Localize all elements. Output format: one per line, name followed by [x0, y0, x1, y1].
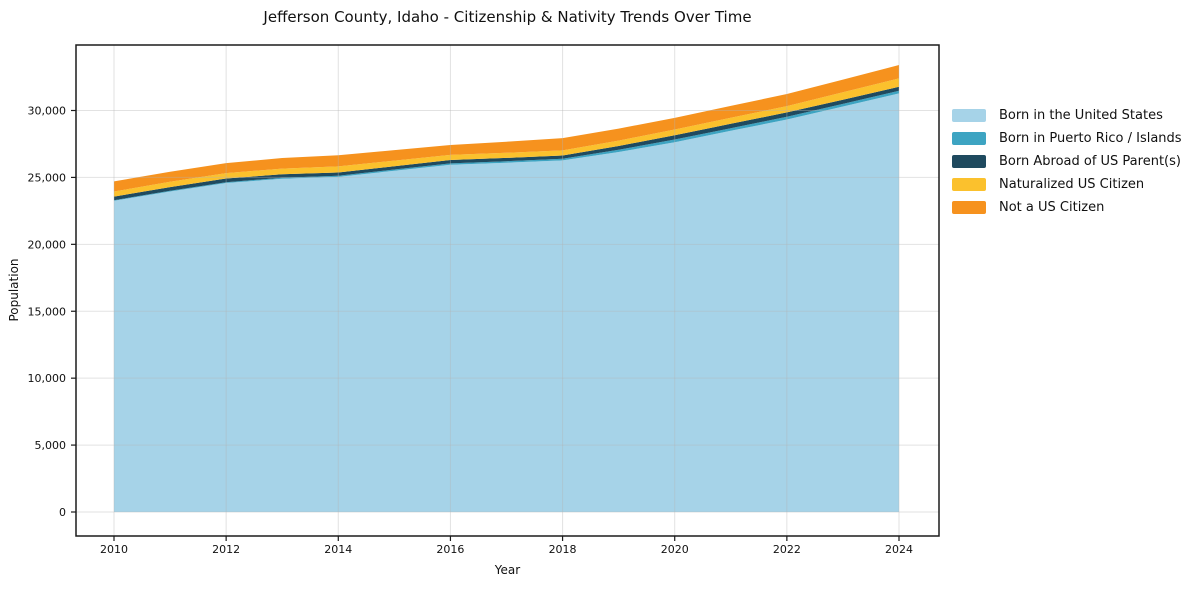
- legend-swatch-not-citizen: [952, 201, 986, 214]
- legend-swatch-born-puerto-rico: [952, 132, 986, 145]
- x-tick-label: 2018: [549, 543, 577, 556]
- x-tick-label: 2010: [100, 543, 128, 556]
- x-tick-label: 2016: [436, 543, 464, 556]
- y-tick-label: 0: [59, 506, 66, 519]
- x-tick-label: 2012: [212, 543, 240, 556]
- legend-swatch-born-in-us: [952, 109, 986, 122]
- legend-item: Born in the United States: [952, 104, 1182, 127]
- legend-item: Naturalized US Citizen: [952, 173, 1182, 196]
- x-tick-label: 2020: [661, 543, 689, 556]
- legend-item: Born Abroad of US Parent(s): [952, 150, 1182, 173]
- legend-item: Not a US Citizen: [952, 196, 1182, 219]
- legend-label: Born Abroad of US Parent(s): [999, 154, 1181, 169]
- chart-title: Jefferson County, Idaho - Citizenship & …: [263, 8, 752, 26]
- area-series-0: [114, 93, 899, 513]
- y-axis-label: Population: [7, 258, 21, 322]
- area-series-4: [114, 65, 899, 192]
- y-tick-label: 25,000: [28, 171, 67, 184]
- legend-label: Born in the United States: [999, 108, 1163, 123]
- legend-item: Born in Puerto Rico / Islands: [952, 127, 1182, 150]
- legend-swatch-naturalized: [952, 178, 986, 191]
- legend-label: Born in Puerto Rico / Islands: [999, 131, 1182, 146]
- plot-border: [75, 44, 940, 537]
- x-tick-label: 2024: [885, 543, 913, 556]
- x-tick-label: 2014: [324, 543, 352, 556]
- x-axis-label: Year: [494, 563, 521, 577]
- y-tick-label: 5,000: [35, 439, 67, 452]
- legend-label: Naturalized US Citizen: [999, 177, 1145, 192]
- legend-label: Not a US Citizen: [999, 200, 1105, 215]
- y-tick-label: 15,000: [28, 305, 67, 318]
- y-tick-label: 20,000: [28, 238, 67, 251]
- x-tick-label: 2022: [773, 543, 801, 556]
- y-tick-label: 30,000: [28, 105, 67, 118]
- legend: Born in the United States Born in Puerto…: [952, 104, 1182, 219]
- y-tick-label: 10,000: [28, 372, 67, 385]
- legend-swatch-born-abroad: [952, 155, 986, 168]
